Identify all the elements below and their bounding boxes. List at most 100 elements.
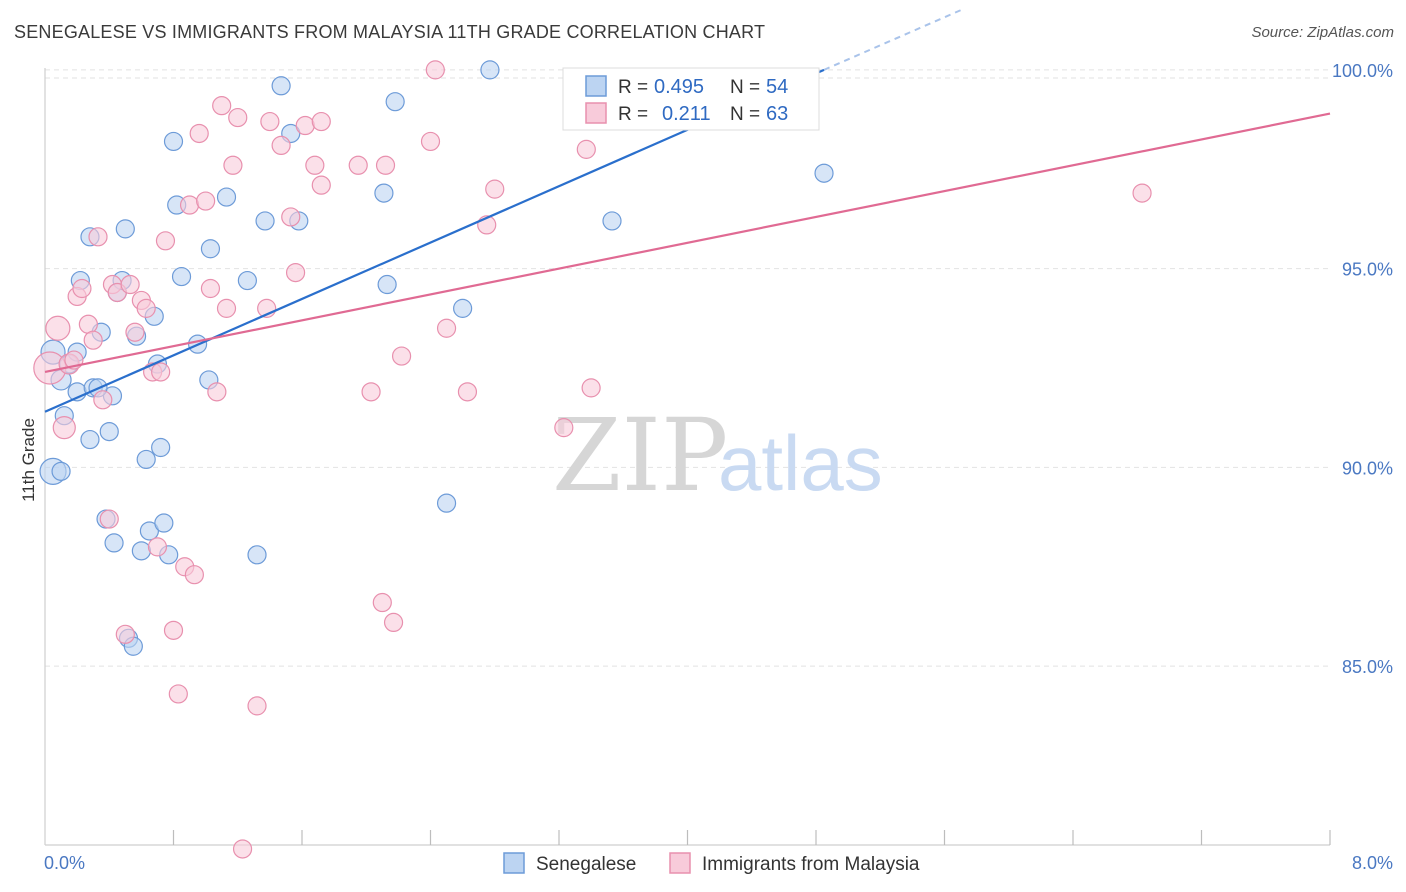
trend-line-senegalese-extension [823,9,961,71]
y-tick-label-95: 95.0% [1342,260,1393,280]
point-senegalese-18 [115,219,135,239]
point-malaysia-41 [281,207,301,227]
points-layer [33,60,1152,859]
point-malaysia-27 [184,565,204,585]
point-senegalese-24 [139,521,160,541]
ticks-layer: 85.0% 90.0% 95.0% 100.0% 0.0% 8.0% [44,61,1393,873]
y-tick-label-90: 90.0% [1342,458,1393,478]
point-malaysia-26 [179,195,200,215]
point-malaysia-47 [348,155,368,175]
legend-r-value-2: 0.211 [662,103,711,125]
point-malaysia-53 [420,131,441,152]
point-malaysia-49 [372,592,392,613]
point-malaysia-34 [223,155,243,175]
y-tick-label-100: 100.0% [1332,61,1393,81]
x-tick-label-min: 0.0% [44,853,85,873]
point-malaysia-9 [88,227,108,247]
point-senegalese-46 [436,493,457,513]
point-malaysia-43 [295,115,315,136]
bottom-legend-swatch-malaysia [669,852,691,874]
point-senegalese-27 [151,437,171,458]
y-tick-label-85: 85.0% [1342,657,1393,677]
point-malaysia-1 [45,315,71,341]
point-senegalese-35 [200,239,221,259]
bottom-legend: Senegalese Immigrants from Malaysia [503,852,920,875]
point-senegalese-13 [99,422,119,442]
legend-swatch-senegalese [585,75,607,97]
point-senegalese-37 [237,270,257,291]
point-malaysia-51 [383,612,404,633]
point-senegalese-49 [602,211,622,231]
point-malaysia-31 [207,382,227,402]
point-senegalese-30 [163,131,184,152]
point-senegalese-48 [480,60,500,80]
point-senegalese-32 [171,266,192,287]
point-malaysia-52 [391,346,412,366]
point-senegalese-28 [154,513,174,533]
point-malaysia-6 [72,278,92,299]
bottom-legend-label-senegalese: Senegalese [536,854,636,875]
point-malaysia-59 [554,418,574,438]
point-senegalese-23 [136,449,156,470]
point-malaysia-10 [93,390,113,410]
point-malaysia-35 [228,107,248,128]
source-label: Source: ZipAtlas.com [1251,24,1394,41]
legend-r-label-2: R = [618,104,648,125]
point-malaysia-7 [78,314,98,334]
point-malaysia-42 [285,263,306,283]
point-malaysia-36 [232,839,253,859]
point-malaysia-20 [147,537,168,557]
watermark: ZIP atlas [552,397,883,514]
point-malaysia-39 [260,111,280,132]
point-malaysia-56 [457,382,478,402]
point-malaysia-2 [52,416,76,440]
y-axis-label: 11th Grade [19,418,38,502]
point-malaysia-58 [485,179,505,199]
point-senegalese-45 [385,92,405,112]
point-malaysia-11 [99,509,119,529]
point-senegalese-8 [80,429,100,450]
chart-title: SENEGALESE VS IMMIGRANTS FROM MALAYSIA 1… [14,22,766,42]
point-malaysia-24 [168,684,188,704]
point-senegalese-47 [453,298,473,318]
point-senegalese-36 [216,187,237,207]
point-malaysia-28 [189,123,209,144]
legend-r-value-1: 0.495 [654,76,704,98]
point-malaysia-30 [200,278,221,299]
point-malaysia-44 [305,155,325,175]
point-senegalese-15 [104,533,124,553]
legend-n-label-1: N = [730,77,760,98]
axes-layer [44,68,1331,846]
point-malaysia-18 [136,298,156,318]
point-senegalese-44 [377,274,397,295]
point-malaysia-16 [125,322,145,342]
point-malaysia-55 [436,318,457,338]
legend-n-label-2: N = [730,104,760,125]
point-malaysia-29 [196,191,216,211]
point-malaysia-15 [120,274,140,295]
point-malaysia-21 [151,362,171,382]
point-senegalese-43 [374,183,394,203]
bottom-legend-swatch-senegalese [503,852,525,874]
watermark-atlas: atlas [718,419,883,507]
point-senegalese-51 [814,163,834,183]
legend-r-label-1: R = [618,77,648,98]
point-malaysia-62 [1132,183,1152,203]
point-malaysia-23 [163,620,184,640]
point-malaysia-46 [311,111,331,132]
point-malaysia-8 [83,330,103,350]
point-malaysia-61 [576,139,596,159]
legend-n-value-2: 63 [766,103,788,125]
point-malaysia-48 [361,382,381,402]
trend-line-malaysia [44,112,1331,374]
point-malaysia-22 [155,231,176,251]
point-malaysia-32 [212,96,232,116]
point-senegalese-22 [131,541,151,561]
point-malaysia-37 [247,696,267,716]
point-malaysia-50 [375,155,396,175]
legend-n-value-1: 54 [766,76,788,98]
point-malaysia-54 [425,60,445,80]
point-malaysia-45 [311,175,331,195]
bottom-legend-label-malaysia: Immigrants from Malaysia [702,854,920,875]
